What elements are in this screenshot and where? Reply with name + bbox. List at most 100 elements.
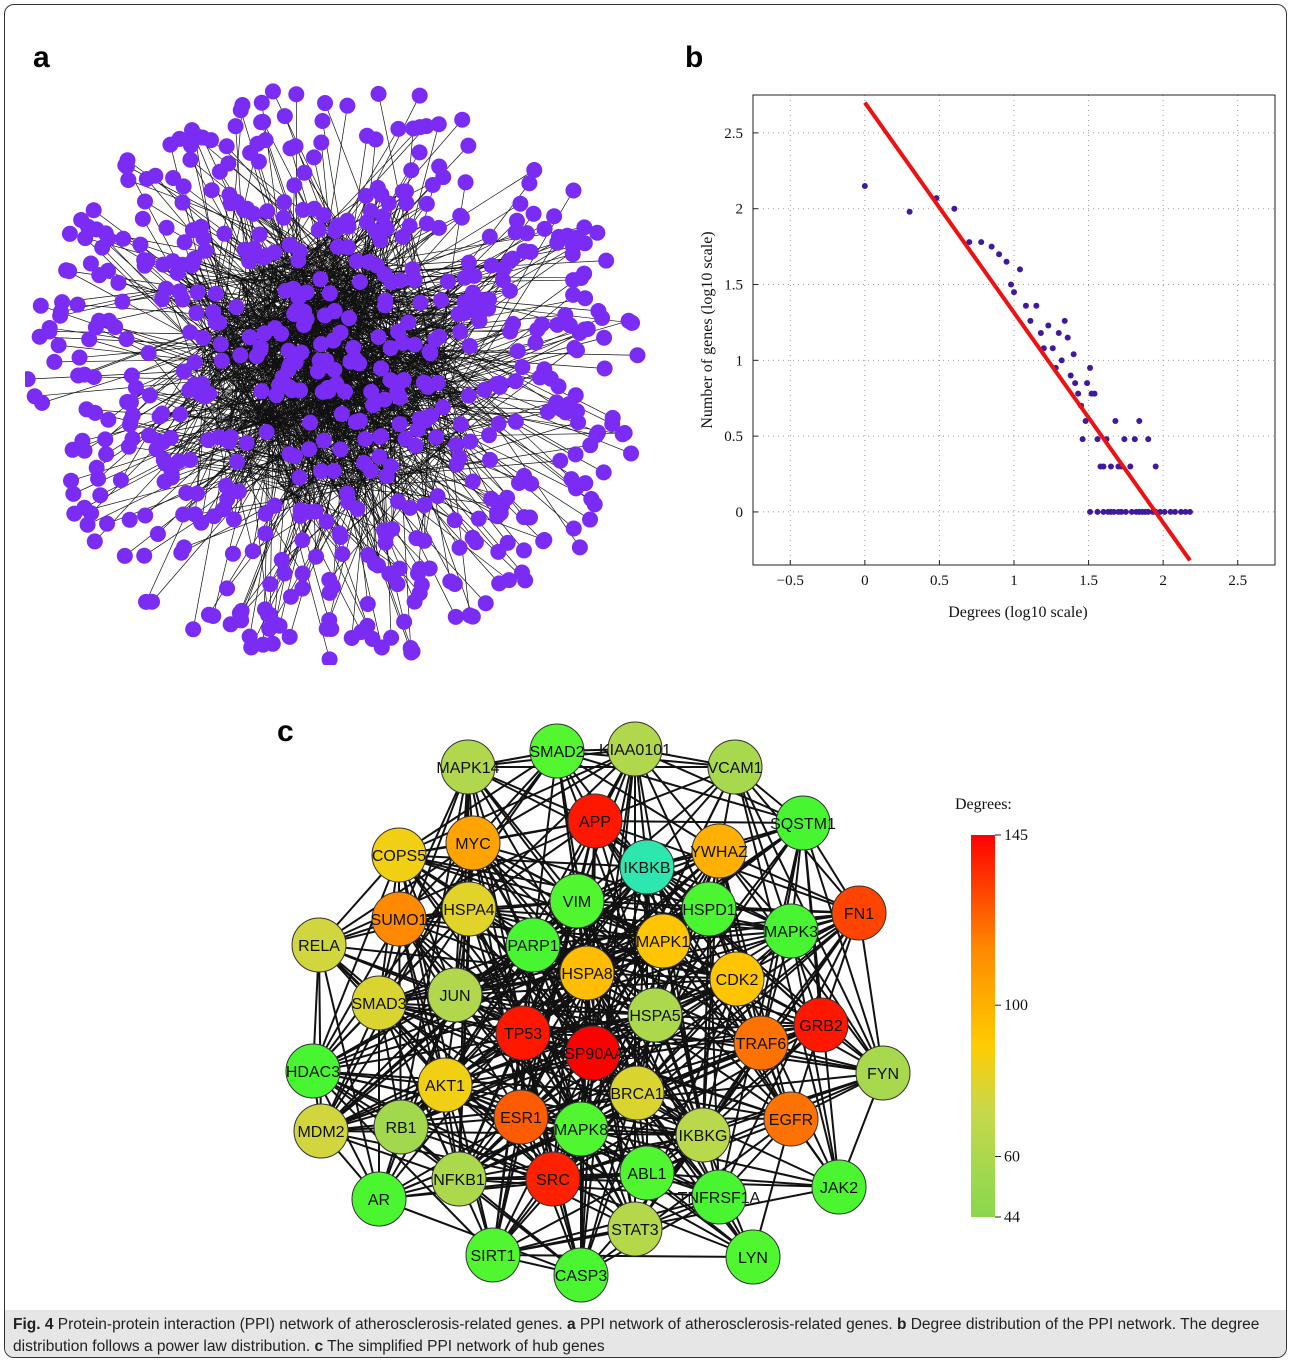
x-tick-label: 2 (1159, 573, 1167, 589)
hub-node-label: NFKB1 (433, 1172, 485, 1189)
network-node (281, 446, 298, 463)
network-node (357, 430, 374, 447)
network-node (461, 292, 478, 309)
network-edge (194, 361, 400, 440)
panel-c-label: c (277, 715, 294, 748)
network-node (313, 336, 330, 353)
hub-node-circle (495, 1005, 551, 1061)
network-edge (89, 339, 349, 415)
network-node (464, 608, 481, 625)
network-node (259, 203, 276, 220)
hub-edge (472, 748, 636, 844)
network-node (402, 640, 419, 657)
network-node (367, 131, 384, 148)
hub-edge (646, 1172, 840, 1188)
network-node (565, 182, 582, 199)
network-node (140, 345, 157, 362)
network-node (315, 432, 332, 449)
network-node (294, 565, 311, 582)
network-node (205, 607, 222, 624)
data-point (861, 182, 868, 189)
network-node (203, 182, 220, 199)
data-point (1061, 317, 1068, 324)
network-node (457, 174, 474, 191)
network-node (257, 132, 274, 149)
network-node (312, 271, 329, 288)
hub-node-hspa5: HSPA5 (627, 987, 683, 1043)
data-point (1131, 436, 1138, 443)
hub-node-circle (417, 1057, 473, 1113)
network-node (69, 296, 86, 313)
network-node (460, 387, 477, 404)
network-node (118, 158, 135, 175)
hub-node-label: SRC (536, 1172, 570, 1189)
network-edge (332, 484, 503, 506)
hub-node-label: FN1 (844, 906, 874, 923)
hub-node-sumo1: SUMO1 (371, 891, 428, 947)
hub-node-traf6: TRAF6 (733, 1015, 789, 1071)
network-node (139, 252, 156, 269)
hub-node-sirt1: SIRT1 (465, 1227, 521, 1283)
network-node (207, 285, 224, 302)
network-node (122, 416, 139, 433)
hub-node-ikbkb: IKBKB (619, 839, 675, 895)
network-node (494, 272, 511, 289)
hub-node-jak2: JAK2 (811, 1159, 867, 1215)
hub-edge (790, 930, 840, 1188)
network-node (46, 353, 63, 370)
hub-node-circle (549, 873, 605, 929)
network-node (221, 186, 238, 203)
hub-edge (312, 1070, 638, 1094)
hub-node-circle (855, 1045, 911, 1101)
network-node (389, 576, 406, 593)
network-node (175, 363, 192, 380)
hub-node-label: VCAM1 (707, 760, 762, 777)
hub-node-label: FYN (867, 1066, 899, 1083)
figure-frame: a b c −0.5 0 0.5 1 1.5 2 2.5 0 0.5 1 1.5 2 2.5 Degre… (4, 4, 1287, 1358)
x-tick-label: 1 (1010, 573, 1018, 589)
hub-edge (378, 940, 664, 1004)
network-node (182, 151, 199, 168)
network-node (228, 453, 245, 470)
hub-edge (398, 748, 636, 856)
network-node (412, 294, 429, 311)
network-node (188, 305, 205, 322)
network-node (513, 564, 530, 581)
x-tick-label: 0.5 (930, 573, 949, 589)
hub-node-circle (691, 823, 747, 879)
network-node (295, 201, 312, 218)
hub-node-circle (465, 1227, 521, 1283)
network-node (302, 414, 319, 431)
network-node (282, 140, 299, 157)
data-point (1008, 281, 1015, 288)
network-edge (224, 255, 267, 438)
hub-network-nodes: MAPK14 SMAD2 KIAA0101 VCAM1 SQSTM1 APP COPS5 MY… (285, 721, 911, 1303)
hub-node-circle (709, 951, 765, 1007)
network-node (430, 219, 447, 236)
hub-node-circle (351, 975, 407, 1031)
hub-node-circle (567, 793, 623, 849)
hub-node-circle (775, 795, 831, 851)
data-point (1100, 508, 1107, 515)
network-node (590, 424, 607, 441)
network-node (54, 294, 71, 311)
hub-node-circle (627, 987, 683, 1043)
hub-edge (458, 1178, 720, 1198)
hub-node-label: RB1 (385, 1120, 416, 1137)
network-node (34, 394, 51, 411)
legend-tick-label: 44 (1004, 1209, 1020, 1226)
hub-node-hspa4: HSPA4 (441, 881, 497, 937)
network-node (582, 511, 599, 528)
network-node (460, 137, 477, 154)
network-edge (266, 255, 414, 338)
hub-edge (454, 994, 656, 1016)
network-node (582, 437, 599, 454)
network-node (428, 429, 445, 446)
network-node (235, 201, 252, 218)
hub-node-label: HSPA5 (629, 1008, 680, 1025)
network-node (233, 602, 250, 619)
hub-edge (398, 918, 460, 1180)
network-node (294, 580, 311, 597)
hub-node-circle (763, 1091, 819, 1147)
network-node (464, 473, 481, 490)
